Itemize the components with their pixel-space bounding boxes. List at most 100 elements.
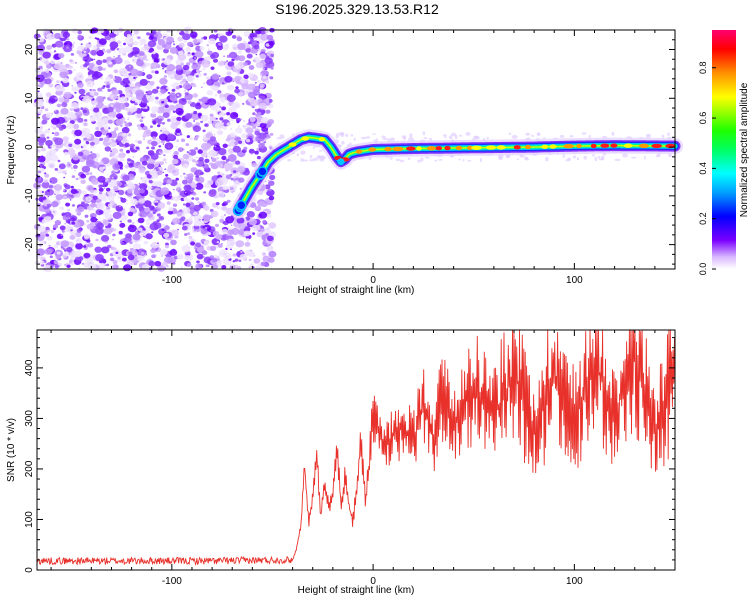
noise-blob (87, 242, 94, 248)
noise-blob (172, 195, 180, 202)
noise-blob (223, 55, 226, 57)
snr-x-axis-label: Height of straight line (km) (298, 585, 415, 596)
noise-blob (216, 256, 220, 259)
noise-blob (44, 129, 50, 134)
noise-blob (217, 90, 222, 94)
noise-blob (235, 127, 243, 134)
noise-blob (105, 76, 112, 82)
noise-blob (62, 233, 65, 236)
noise-blob (144, 207, 151, 213)
noise-blob (39, 260, 45, 265)
ridge-hotspot (623, 143, 633, 148)
colorbar-tick-label: 0.4 (698, 162, 708, 175)
noise-blob (92, 195, 98, 200)
noise-blob (95, 254, 104, 262)
spectrogram-y-axis-label: Frequency (Hz) (6, 116, 17, 185)
y-tick-label: 200 (24, 460, 35, 477)
noise-blob (177, 132, 181, 136)
noise-blob (132, 233, 141, 241)
noise-blob (180, 266, 183, 268)
haze-blob (401, 135, 407, 139)
noise-blob (112, 233, 116, 237)
haze-blob (525, 156, 529, 159)
noise-blob (260, 116, 269, 124)
noise-blob (72, 68, 76, 72)
noise-blob (237, 166, 246, 173)
haze-blob (422, 131, 426, 136)
noise-blob (202, 219, 204, 221)
haze-blob (390, 137, 395, 141)
ridge-hotspot (610, 143, 618, 148)
noise-blob (240, 118, 243, 120)
noise-blob (224, 214, 226, 216)
noise-blob (152, 136, 157, 140)
noise-blob (78, 88, 86, 95)
noise-blob (88, 35, 93, 40)
noise-blob (219, 60, 225, 65)
noise-blob (216, 157, 220, 160)
noise-blob (206, 90, 214, 96)
noise-blob (162, 171, 165, 173)
noise-blob (231, 58, 235, 62)
noise-blob (62, 195, 68, 199)
noise-blob (269, 174, 276, 180)
noise-blob (200, 151, 208, 158)
noise-blob (96, 202, 105, 210)
noise-blob (267, 119, 275, 125)
noise-blob (149, 81, 155, 86)
noise-blob (239, 253, 248, 261)
noise-blob (115, 119, 124, 126)
noise-blob (161, 223, 166, 228)
noise-blob (269, 76, 272, 79)
noise-blob (187, 90, 190, 92)
noise-blob (221, 205, 228, 211)
noise-blob (96, 59, 103, 66)
haze-blob (516, 158, 519, 161)
noise-blob (175, 86, 180, 90)
noise-blob (234, 264, 239, 268)
noise-blob (147, 140, 150, 142)
noise-blob (238, 91, 244, 97)
noise-blob (117, 152, 125, 159)
noise-blob (142, 133, 148, 137)
noise-blob (165, 242, 169, 246)
noise-blob (44, 172, 47, 175)
noise-blob (89, 141, 95, 146)
noise-blob (99, 191, 103, 195)
noise-blob (56, 103, 62, 108)
noise-blob (157, 202, 166, 209)
noise-blob (67, 209, 71, 212)
noise-blob (137, 126, 143, 131)
noise-blob (141, 176, 149, 183)
noise-blob (145, 233, 153, 240)
noise-blob (104, 146, 112, 152)
noise-blob (149, 169, 156, 176)
noise-blob (229, 112, 239, 119)
noise-blob (226, 199, 231, 203)
noise-blob (137, 227, 143, 232)
noise-blob (185, 143, 190, 147)
noise-blob (242, 102, 245, 105)
noise-blob (103, 50, 107, 53)
noise-blob (173, 189, 175, 191)
noise-blob (204, 124, 207, 127)
noise-blob (41, 147, 46, 152)
haze-blob (321, 155, 326, 160)
noise-blob (38, 73, 41, 75)
noise-blob (119, 96, 128, 104)
noise-blob (136, 124, 141, 128)
noise-blob (184, 254, 192, 261)
noise-blob (167, 210, 174, 215)
noise-blob (152, 120, 156, 124)
noise-blob (46, 203, 52, 208)
noise-blob (179, 32, 181, 35)
noise-blob (93, 58, 96, 60)
noise-blob (267, 257, 275, 263)
colorbar-gradient (712, 30, 736, 269)
noise-blob (53, 109, 60, 115)
noise-blob (185, 80, 188, 84)
noise-blob (59, 71, 68, 79)
noise-blob (142, 69, 145, 72)
haze-blob (276, 137, 282, 140)
noise-blob (62, 170, 67, 175)
